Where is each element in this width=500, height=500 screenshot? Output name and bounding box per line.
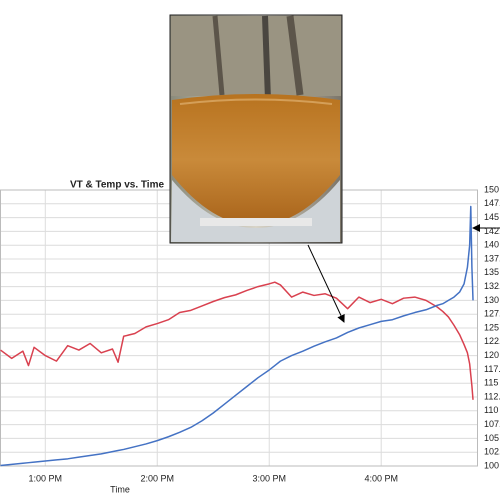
grid (0, 189, 478, 467)
y-tick-label: 100 (484, 460, 499, 470)
y-tick-label: 132.5 (484, 281, 500, 291)
y-tick-label: 140 (484, 240, 499, 250)
y-tick-label: 120 (484, 350, 499, 360)
y-tick-label: 117.5 (484, 364, 500, 374)
y-tick-label: 150 (484, 184, 499, 194)
y-tick-label: 107.5 (484, 419, 500, 429)
x-axis-label: Time (110, 484, 130, 494)
y-tick-label: 147.5 (484, 198, 500, 208)
y-tick-label: 137.5 (484, 253, 500, 263)
annotation-arrow (307, 244, 345, 323)
x-tick-label: 3:00 PM (252, 473, 286, 483)
y-tick-label: 125 (484, 322, 499, 332)
x-tick-label: 2:00 PM (140, 473, 174, 483)
y-tick-label: 145 (484, 212, 499, 222)
chart-title: VT & Temp vs. Time (70, 180, 165, 191)
y-tick-label: 115 (484, 378, 498, 388)
series-line (0, 205, 474, 467)
y-tick-label: 110 (484, 405, 498, 415)
photo-inset (169, 14, 343, 244)
series (0, 205, 474, 467)
y-tick-label: 135 (484, 267, 499, 277)
x-tick-label: 1:00 PM (29, 473, 63, 483)
series-line (0, 281, 474, 400)
y-tick-label: 122.5 (484, 336, 500, 346)
y-tick-label: 102.5 (484, 447, 500, 457)
y-tick-label: 105 (484, 433, 499, 443)
x-tick-label: 4:00 PM (364, 473, 398, 483)
y-tick-label: 142.5 (484, 226, 500, 236)
y-tick-label: 127.5 (484, 309, 500, 319)
y-tick-label: 130 (484, 295, 499, 305)
y-tick-label: 112.5 (484, 391, 500, 401)
